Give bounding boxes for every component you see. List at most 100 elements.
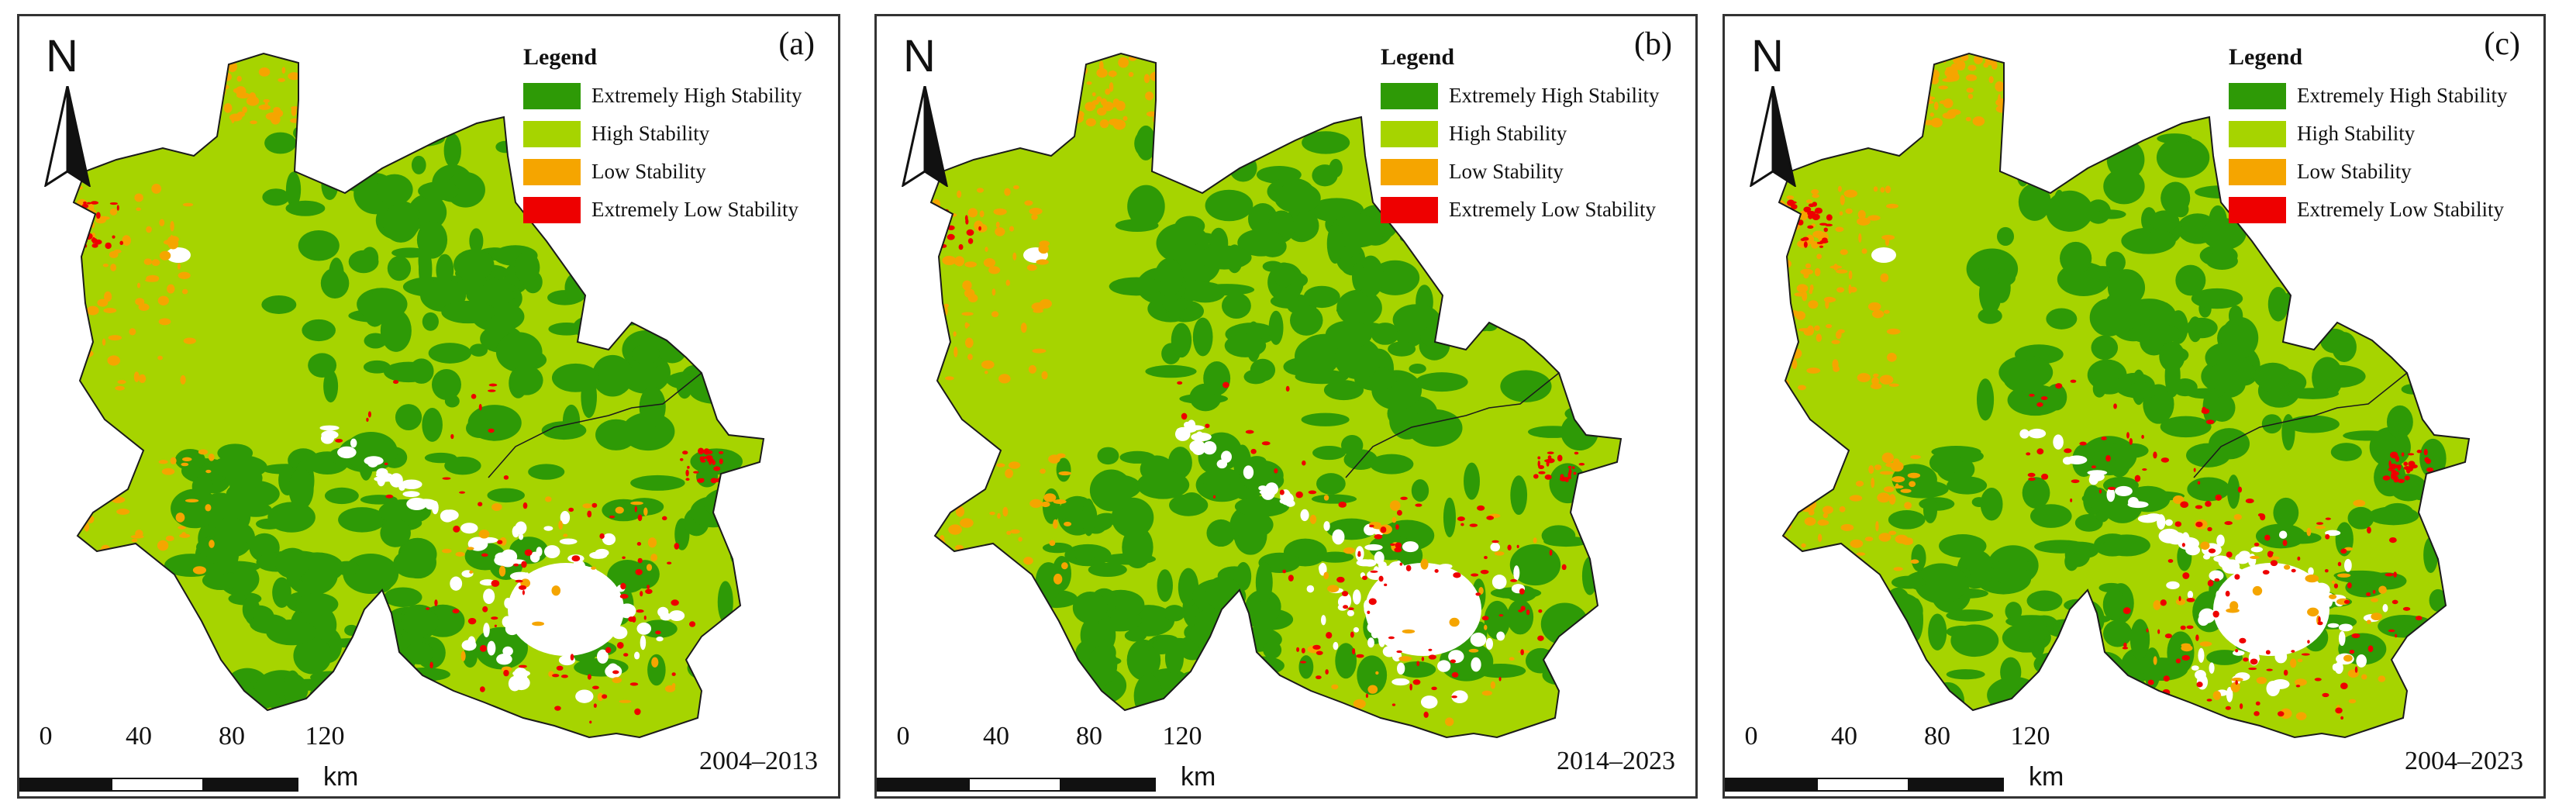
extremely-low-stability-patch <box>1803 241 1808 248</box>
extremely-high-stability-patch <box>514 252 540 283</box>
low-stability-patch <box>1824 569 1828 573</box>
extremely-low-stability-patch <box>1557 454 1563 462</box>
extremely-low-stability-patch <box>2175 700 2180 703</box>
low-stability-patch <box>455 551 465 557</box>
extremely-low-stability-patch <box>2250 658 2258 665</box>
urban-patch <box>2286 579 2305 585</box>
urban-patch <box>1243 465 1254 479</box>
low-stability-patch <box>957 190 962 198</box>
extremely-low-stability-patch <box>685 478 690 481</box>
low-stability-patch <box>1029 207 1043 216</box>
extremely-low-stability-patch <box>1788 226 1795 231</box>
extremely-low-stability-patch <box>2157 629 2160 634</box>
extremely-low-stability-patch <box>643 615 647 620</box>
extremely-low-stability-patch <box>682 450 688 455</box>
low-stability-patch <box>91 452 98 461</box>
extremely-high-stability-patch <box>2022 477 2050 509</box>
extremely-high-stability-patch <box>2096 209 2126 219</box>
extremely-high-stability-patch <box>1151 637 1201 653</box>
extremely-low-stability-patch <box>1519 588 1525 595</box>
extremely-low-stability-patch <box>2126 432 2129 439</box>
urban-patch <box>1323 521 1330 531</box>
extremely-low-stability-patch <box>2317 621 2323 626</box>
low-stability-patch <box>1837 185 1842 192</box>
extremely-low-stability-patch <box>2385 573 2394 577</box>
urban-patch <box>1453 590 1471 601</box>
extremely-high-stability-patch <box>211 454 267 479</box>
extremely-high-stability-patch <box>1477 246 1520 266</box>
low-stability-patch <box>151 259 160 266</box>
extremely-low-stability-patch <box>1567 465 1572 469</box>
legend-label: Extremely High Stability <box>2297 84 2508 107</box>
extremely-low-stability-patch <box>647 585 650 589</box>
low-stability-patch <box>2348 699 2357 704</box>
low-stability-patch <box>931 317 937 328</box>
low-stability-patch <box>1096 67 1108 78</box>
low-stability-patch <box>1398 656 1412 662</box>
scale-tick-label: 120 <box>1162 722 1202 751</box>
extremely-low-stability-patch <box>1491 540 1499 544</box>
low-stability-patch <box>1799 210 1809 220</box>
low-stability-patch <box>182 457 192 462</box>
low-stability-patch <box>1779 226 1789 234</box>
urban-patch <box>1189 440 1205 454</box>
low-stability-patch <box>551 585 561 596</box>
extremely-high-stability-patch <box>596 281 643 319</box>
low-stability-patch <box>962 573 968 585</box>
extremely-low-stability-patch <box>2413 632 2421 637</box>
extremely-high-stability-patch <box>2423 253 2469 272</box>
urban-patch <box>483 623 490 637</box>
extremely-low-stability-patch <box>2101 437 2107 440</box>
urban-patch <box>2382 604 2388 613</box>
low-stability-patch <box>144 581 158 589</box>
extremely-low-stability-patch <box>2234 574 2240 580</box>
scale-segment <box>1908 778 2004 792</box>
extremely-high-stability-patch <box>722 387 764 421</box>
urban-patch <box>2195 670 2206 680</box>
low-stability-patch <box>1509 657 1515 661</box>
scale-segment <box>19 778 112 792</box>
low-stability-patch <box>1023 557 1033 565</box>
extremely-low-stability-patch <box>1538 464 1545 470</box>
extremely-high-stability-patch <box>1268 310 1284 345</box>
low-stability-patch <box>471 708 477 719</box>
low-stability-patch <box>1797 564 1808 573</box>
extremely-high-stability-patch <box>202 571 240 591</box>
extremely-low-stability-patch <box>80 209 86 215</box>
extremely-low-stability-patch <box>1431 686 1437 691</box>
low-stability-patch <box>1833 365 1840 372</box>
low-stability-patch <box>1802 581 1816 586</box>
low-stability-patch <box>1965 74 1978 81</box>
low-stability-patch <box>1806 325 1815 336</box>
low-stability-patch <box>223 103 233 113</box>
legend-label: Extremely High Stability <box>591 84 802 107</box>
extremely-high-stability-patch <box>1124 630 1147 642</box>
extremely-low-stability-patch <box>2372 589 2376 594</box>
low-stability-patch <box>1090 104 1096 109</box>
low-stability-patch <box>1886 328 1901 335</box>
extremely-high-stability-patch <box>2103 619 2133 647</box>
extremely-high-stability-patch <box>1923 497 1938 523</box>
legend-swatch <box>1381 158 1438 185</box>
low-stability-patch <box>1885 185 1891 194</box>
extremely-high-stability-patch <box>1179 393 1228 404</box>
extremely-high-stability-patch <box>250 613 288 634</box>
extremely-low-stability-patch <box>1391 703 1396 706</box>
extremely-high-stability-patch <box>2094 441 2121 462</box>
urban-patch <box>1416 625 1428 632</box>
low-stability-patch <box>103 308 117 313</box>
urban-patch <box>611 626 628 640</box>
extremely-low-stability-patch <box>2214 578 2220 582</box>
urban-patch <box>2356 654 2367 668</box>
extremely-high-stability-patch <box>560 243 604 263</box>
low-stability-patch <box>146 274 160 282</box>
extremely-high-stability-patch <box>631 343 660 364</box>
extremely-low-stability-patch <box>554 706 561 711</box>
extremely-high-stability-patch <box>1978 308 2002 324</box>
extremely-high-stability-patch <box>264 132 297 154</box>
low-stability-patch <box>1857 209 1866 219</box>
extremely-high-stability-patch <box>387 256 412 281</box>
urban-patch <box>1318 564 1326 573</box>
urban-patch <box>2146 513 2161 519</box>
extremely-high-stability-patch <box>288 468 314 510</box>
